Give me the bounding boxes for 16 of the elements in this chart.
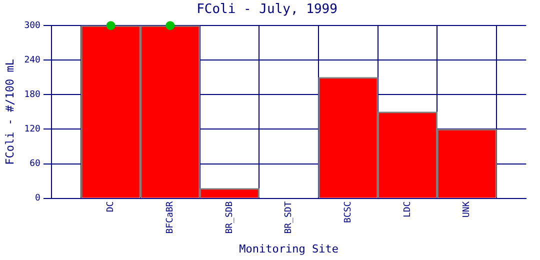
x-tick-label: BFCaBR xyxy=(165,200,176,234)
x-tick-label: UNK xyxy=(462,200,472,218)
x-tick-label: BR_SDB xyxy=(224,201,235,234)
y-tick-label: 120 xyxy=(24,124,40,135)
chart-title: FColi - July, 1999 xyxy=(196,2,338,18)
y-tick-label: 180 xyxy=(24,90,40,100)
y-tick-label: 240 xyxy=(24,55,40,66)
x-tick-label: BCSC xyxy=(344,201,354,223)
y-tick-label: 60 xyxy=(30,159,40,170)
y-tick-label: 300 xyxy=(24,20,40,31)
x-tick-label: LDC xyxy=(402,201,413,218)
y-axis-title: FColi - #/100 mL xyxy=(3,58,16,165)
x-axis-title: Monitoring Site xyxy=(239,242,338,256)
x-tick-label: BR_SDT xyxy=(284,200,294,234)
x-tick-label: DC xyxy=(106,201,116,212)
y-tick-label: 0 xyxy=(35,194,40,204)
